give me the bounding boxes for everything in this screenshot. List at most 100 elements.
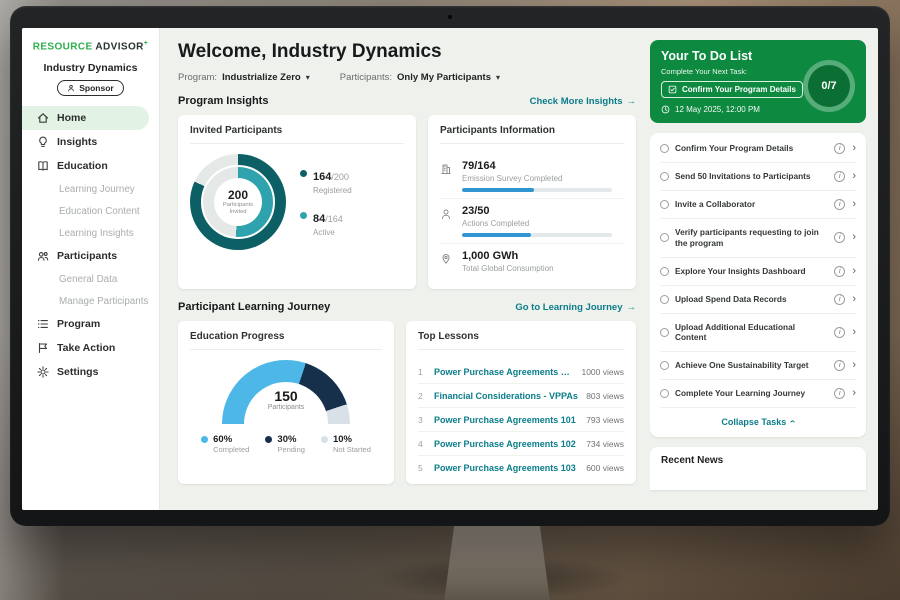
chevron-right-icon[interactable]: ›: [852, 292, 856, 305]
task-row[interactable]: Verify participants requesting to join t…: [660, 219, 856, 258]
info-icon[interactable]: i: [834, 326, 846, 338]
info-icon[interactable]: i: [834, 171, 846, 182]
lesson-row[interactable]: 2 Financial Considerations - VPPAs 803 v…: [418, 384, 624, 408]
task-checkbox[interactable]: [660, 294, 669, 304]
program-select[interactable]: Program: Industrialize Zero ▾: [178, 72, 310, 83]
task-checkbox[interactable]: [660, 266, 669, 276]
task-checkbox[interactable]: [660, 361, 669, 371]
stat-label: Emission Survey Completed: [462, 174, 563, 183]
check-more-insights-link[interactable]: Check More Insights →: [530, 96, 636, 107]
chevron-right-icon[interactable]: ›: [852, 142, 856, 154]
task-row[interactable]: Invite a Collaborator i ›: [660, 191, 856, 219]
invited-donut-chart: 200 Participants Invited: [190, 154, 286, 250]
chevron-right-icon[interactable]: ›: [852, 170, 856, 182]
learning-journey-title: Participant Learning Journey: [178, 301, 331, 313]
info-icon[interactable]: i: [834, 293, 846, 305]
info-icon[interactable]: i: [834, 265, 846, 277]
lesson-title-link[interactable]: Power Purchase Agreements 101: [434, 366, 574, 377]
task-row[interactable]: Confirm Your Program Details i ›: [660, 135, 856, 163]
lesson-title-link[interactable]: Financial Considerations - VPPAs: [434, 390, 578, 401]
program-select-label: Program:: [178, 72, 218, 83]
lesson-row[interactable]: 4 Power Purchase Agreements 102 734 view…: [418, 432, 624, 456]
stat-emission-survey: 79/164 Emission Survey Completed: [440, 154, 624, 198]
stat-value: 79/164: [462, 160, 496, 172]
task-checkbox[interactable]: [660, 327, 669, 337]
go-to-learning-journey-link[interactable]: Go to Learning Journey →: [515, 302, 636, 313]
chevron-right-icon[interactable]: ›: [852, 264, 856, 277]
chevron-right-icon[interactable]: ›: [852, 325, 856, 338]
learning-journey-cards: Education Progress 150 Participants: [178, 321, 636, 484]
task-row[interactable]: Complete Your Learning Journey i ›: [660, 380, 856, 409]
sidebar-item-take-action[interactable]: Take Action: [22, 336, 159, 360]
task-checkbox[interactable]: [660, 172, 669, 181]
lesson-views: 734 views: [586, 438, 624, 449]
todo-next-task[interactable]: Confirm Your Program Details: [661, 81, 803, 98]
chevron-down-icon: ▾: [305, 73, 310, 82]
sidebar-item-participants[interactable]: Participants: [22, 244, 159, 268]
webcam-icon: [448, 15, 452, 19]
info-icon[interactable]: i: [834, 232, 846, 244]
lesson-row[interactable]: 5 Power Purchase Agreements 103 600 view…: [418, 456, 624, 480]
sidebar-item-settings[interactable]: Settings: [22, 360, 159, 384]
task-row[interactable]: Achieve One Sustainability Target i ›: [660, 352, 856, 381]
sidebar-item-home[interactable]: Home: [22, 106, 149, 131]
todo-due-date: 12 May 2025, 12:00 PM: [661, 105, 855, 114]
active-total: /164: [325, 214, 343, 224]
todo-progress-ring-inner: [808, 65, 850, 107]
sidebar-item-education[interactable]: Education: [22, 154, 159, 178]
sidebar-item-insights[interactable]: Insights: [22, 130, 159, 154]
list-icon: [36, 318, 49, 331]
chevron-right-icon[interactable]: ›: [852, 231, 856, 244]
top-lessons-card: Top Lessons 1 Power Purchase Agreements …: [406, 321, 636, 484]
task-label: Invite a Collaborator: [675, 199, 756, 210]
chevron-right-icon[interactable]: ›: [852, 359, 856, 372]
info-icon[interactable]: i: [834, 360, 846, 372]
sidebar: RESOURCE ADVISOR+ Industry Dynamics Spon…: [22, 28, 160, 510]
sidebar-item-general-data[interactable]: General Data: [22, 268, 159, 290]
invited-donut-inner: [201, 165, 275, 239]
legend-dot-pending: [265, 436, 273, 443]
task-checkbox[interactable]: [660, 200, 669, 209]
lesson-title-link[interactable]: Power Purchase Agreements 103: [434, 463, 576, 473]
task-checkbox[interactable]: [660, 233, 669, 243]
participants-select[interactable]: Participants: Only My Participants ▾: [340, 72, 500, 83]
collapse-tasks-button[interactable]: Collapse Tasks ›: [660, 408, 856, 435]
chevron-right-icon[interactable]: ›: [852, 387, 856, 400]
task-row[interactable]: Upload Additional Educational Content i …: [660, 314, 856, 353]
info-icon[interactable]: i: [834, 199, 846, 210]
sidebar-item-manage-participants[interactable]: Manage Participants: [22, 290, 159, 312]
info-icon[interactable]: i: [834, 388, 846, 400]
task-checkbox[interactable]: [660, 389, 669, 399]
sidebar-item-learning-journey[interactable]: Learning Journey: [22, 178, 159, 200]
task-row[interactable]: Explore Your Insights Dashboard i ›: [660, 258, 856, 286]
task-row[interactable]: Send 50 Invitations to Participants i ›: [660, 163, 856, 191]
gauge-center: 150 Participants: [222, 388, 350, 411]
sidebar-item-program[interactable]: Program: [22, 312, 159, 336]
legend-label: Not Started: [332, 445, 371, 454]
legend-not-started: 10% Not Started: [320, 434, 371, 454]
chevron-up-icon: ›: [787, 419, 799, 424]
todo-progress-ring: 0/7: [803, 60, 855, 112]
sidebar-item-label: Participants: [57, 250, 118, 263]
legend-dot-not-started: [320, 436, 328, 443]
sidebar-item-learning-insights[interactable]: Learning Insights: [22, 222, 159, 244]
task-label: Send 50 Invitations to Participants: [675, 171, 811, 182]
legend-pct: 10%: [332, 434, 352, 445]
legend-dot-active: [300, 212, 307, 219]
legend-active: 84/164 Active: [300, 209, 352, 237]
lesson-row[interactable]: 1 Power Purchase Agreements 101 1000 vie…: [418, 360, 624, 384]
eduprog-card-title: Education Progress: [190, 331, 382, 350]
lesson-row[interactable]: 3 Power Purchase Agreements 101 793 view…: [418, 408, 624, 432]
sponsor-badge-label: Sponsor: [79, 83, 114, 94]
task-row[interactable]: Upload Spend Data Records i ›: [660, 286, 856, 314]
program-insights-header: Program Insights Check More Insights →: [178, 95, 636, 107]
lesson-title-link[interactable]: Power Purchase Agreements 102: [434, 438, 576, 449]
lesson-views: 1000 views: [581, 366, 624, 377]
chevron-right-icon[interactable]: ›: [852, 198, 856, 210]
sidebar-item-education-content[interactable]: Education Content: [22, 200, 159, 222]
lesson-title-link[interactable]: Power Purchase Agreements 101: [434, 414, 576, 425]
info-icon[interactable]: i: [834, 143, 846, 154]
task-label: Upload Spend Data Records: [675, 293, 787, 304]
registered-total: /200: [331, 172, 349, 182]
task-checkbox[interactable]: [660, 144, 669, 153]
